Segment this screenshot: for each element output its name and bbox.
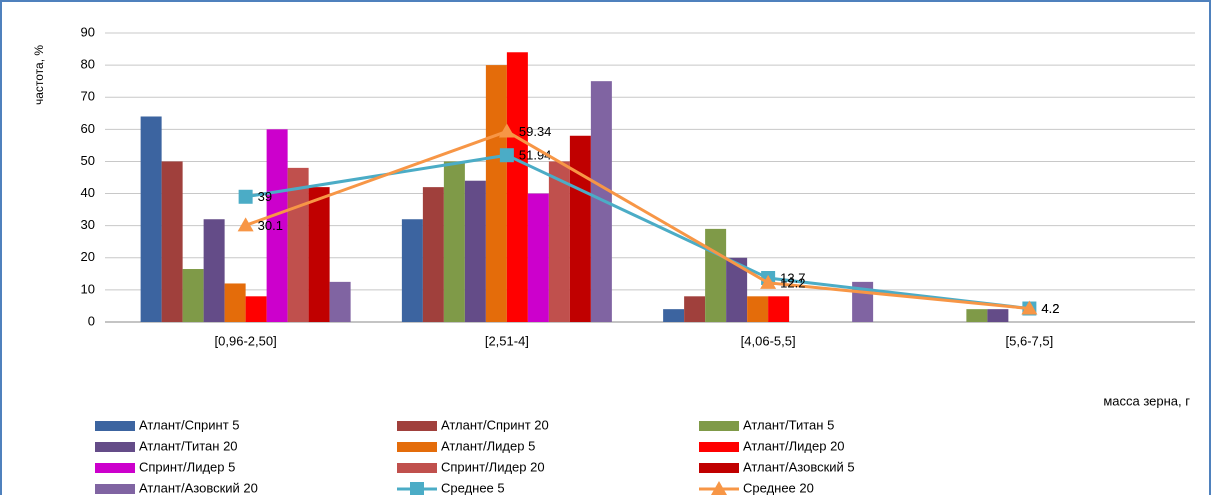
legend-symbol: [699, 463, 739, 473]
y-tick-label: 10: [81, 281, 95, 296]
bar: [527, 193, 549, 322]
line-marker: [1021, 300, 1038, 315]
legend-symbol: [699, 421, 739, 431]
data-label: 30.1: [258, 218, 283, 233]
bar: [590, 81, 612, 323]
bar: [663, 309, 685, 322]
legend-symbol: [397, 442, 437, 452]
legend-label: Среднее 5: [441, 480, 505, 495]
line-marker: [237, 217, 254, 232]
y-tick-label: 30: [81, 217, 95, 232]
line: [245, 129, 1030, 311]
legend-symbol: [95, 484, 135, 494]
line: [245, 153, 1030, 311]
bar: [401, 219, 423, 322]
legend-marker: [410, 482, 424, 495]
legend-label: Атлант/Азовский 20: [139, 480, 258, 495]
bar: [161, 161, 183, 322]
bar: [966, 309, 988, 322]
x-tick-label: [5,6-7,5]: [1006, 333, 1054, 348]
y-tick-label: 70: [81, 89, 95, 104]
legend-label: Атлант/Титан 20: [139, 438, 238, 453]
bar: [987, 309, 1009, 322]
bar: [485, 65, 507, 322]
x-tick-label: [0,96-2,50]: [215, 333, 277, 348]
bar: [203, 219, 225, 322]
legend-symbol: [95, 463, 135, 473]
legend-symbol: [95, 442, 135, 452]
y-axis-label: частота, %: [32, 45, 46, 105]
y-tick-label: 0: [88, 313, 95, 328]
line-marker: [498, 123, 515, 138]
legend-symbol: [397, 421, 437, 431]
legend-label: Спринт/Лидер 5: [139, 459, 235, 474]
bar: [506, 52, 528, 323]
y-tick-label: 60: [81, 121, 95, 136]
bar: [548, 161, 570, 322]
legend-label: Среднее 20: [743, 480, 814, 495]
bar: [705, 228, 727, 322]
legend-label: Атлант/Азовский 5: [743, 459, 855, 474]
bar: [422, 187, 444, 322]
legend-marker: [711, 481, 727, 495]
bar: [768, 296, 790, 322]
legend-label: Атлант/Лидер 5: [441, 438, 535, 453]
y-tick-label: 80: [81, 57, 95, 72]
legend-label: Атлант/Титан 5: [743, 417, 834, 432]
legend-symbol: [397, 463, 437, 473]
bar: [245, 296, 267, 322]
bar: [726, 257, 748, 322]
y-tick-label: 90: [81, 24, 95, 39]
data-label: 13.7: [780, 270, 805, 285]
y-tick-label: 40: [81, 185, 95, 200]
bar: [443, 161, 465, 322]
data-label: 39: [258, 189, 272, 204]
bar: [329, 281, 351, 322]
bar: [266, 129, 288, 322]
line-marker: [238, 189, 253, 204]
line-marker: [499, 148, 514, 163]
bar: [287, 167, 309, 322]
legend-label: Атлант/Спринт 5: [139, 417, 240, 432]
data-label: 12.2: [780, 275, 805, 290]
bar: [224, 283, 246, 322]
legend-label: Спринт/Лидер 20: [441, 459, 545, 474]
legend-label: Атлант/Спринт 20: [441, 417, 549, 432]
bar: [569, 135, 591, 322]
data-label: 4.2: [1041, 301, 1059, 316]
x-tick-label: [2,51-4]: [485, 333, 529, 348]
bar: [308, 187, 330, 322]
legend-symbol: [699, 442, 739, 452]
bar: [182, 269, 204, 322]
data-label: 59.34: [519, 124, 552, 139]
bar: [464, 180, 486, 322]
legend-label: Атлант/Лидер 20: [743, 438, 845, 453]
bar: [140, 116, 162, 322]
bar: [747, 296, 769, 322]
y-tick-label: 50: [81, 153, 95, 168]
bar: [684, 296, 706, 322]
data-label: 4.2: [1041, 301, 1059, 316]
line-marker: [760, 274, 777, 289]
legend-symbol: [95, 421, 135, 431]
x-tick-label: [4,06-5,5]: [741, 333, 796, 348]
x-axis-label: масса зерна, г: [1103, 393, 1190, 408]
y-tick-label: 20: [81, 249, 95, 264]
